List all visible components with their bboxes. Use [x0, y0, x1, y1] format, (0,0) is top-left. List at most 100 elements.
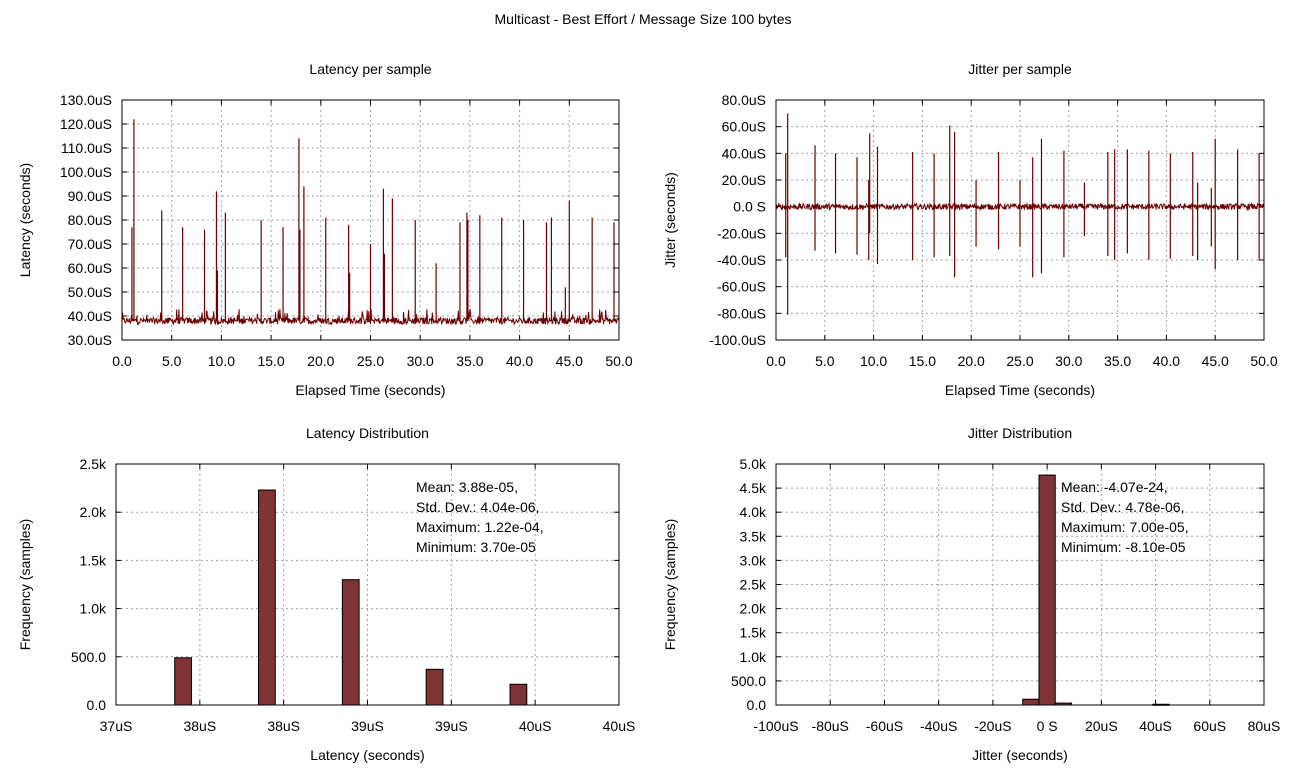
jitter_per_sample-panel [775, 99, 1265, 341]
y-tick-label: 0.0 S [733, 199, 766, 215]
x-tick-label: 35.0 [456, 353, 483, 369]
y-tick-label: 120.0uS [60, 116, 112, 132]
x-tick-label: 0 S [1037, 718, 1058, 734]
y-tick-label: -100.0uS [709, 332, 766, 348]
histogram-bar [1038, 474, 1056, 706]
x-tick-label: 35.0 [1104, 353, 1131, 369]
histogram-bar [174, 657, 192, 706]
y-tick-label: 50.0uS [68, 284, 112, 300]
x-tick-label: 45.0 [1202, 353, 1229, 369]
x-tick-label: 5.0 [162, 353, 182, 369]
stats-line: Std. Dev.: 4.78e-06, [1061, 499, 1184, 515]
histogram-bar [341, 579, 360, 706]
y-tick-label: 60.0uS [68, 260, 112, 276]
chart-title: Latency Distribution [306, 425, 429, 441]
y-tick-label: 80.0uS [68, 212, 112, 228]
x-tick-label: 37uS [100, 718, 133, 734]
histogram-bar [1022, 698, 1040, 706]
x-axis-label: Elapsed Time (seconds) [295, 382, 445, 398]
x-tick-label: 15.0 [257, 353, 284, 369]
y-tick-label: 40.0uS [722, 145, 766, 161]
x-tick-label: 60uS [1193, 718, 1226, 734]
x-tick-label: 39uS [435, 718, 468, 734]
y-tick-label: 60.0uS [722, 119, 766, 135]
histogram-bar [258, 489, 276, 706]
y-tick-label: 110.0uS [61, 140, 112, 156]
x-tick-label: 25.0 [357, 353, 384, 369]
y-tick-label: -80.0uS [717, 305, 766, 321]
x-tick-label: 40uS [519, 718, 552, 734]
y-tick-label: 4.5k [740, 480, 767, 496]
x-tick-label: -60uS [866, 718, 903, 734]
x-tick-label: 30.0 [407, 353, 434, 369]
y-tick-label: 0.0 [87, 697, 107, 713]
y-tick-label: 130.0uS [60, 92, 112, 108]
y-tick-label: 20.0uS [722, 172, 766, 188]
plot-frame [775, 463, 1265, 706]
y-axis-label: Jitter (seconds) [662, 172, 678, 268]
x-tick-label: 5.0 [815, 353, 835, 369]
y-tick-label: -40.0uS [717, 252, 766, 268]
stats-line: Minimum: -8.10e-05 [1061, 539, 1186, 555]
page-title: Multicast - Best Effort / Message Size 1… [495, 11, 792, 27]
histogram-bar [425, 668, 444, 706]
x-tick-label: -100uS [753, 718, 798, 734]
plot-frame [775, 99, 1265, 341]
x-tick-label: 40.0 [506, 353, 533, 369]
x-tick-label: 15.0 [909, 353, 936, 369]
y-tick-label: 80.0uS [722, 92, 766, 108]
x-axis-label: Jitter (seconds) [972, 747, 1068, 763]
y-tick-label: 1.0k [80, 601, 107, 617]
x-tick-label: 45.0 [556, 353, 583, 369]
chart-title: Latency per sample [309, 61, 431, 77]
y-tick-label: -60.0uS [717, 279, 766, 295]
x-tick-label: 0.0 [766, 353, 786, 369]
y-tick-label: 3.0k [740, 552, 767, 568]
x-tick-label: -20uS [974, 718, 1011, 734]
x-tick-label: 38uS [267, 718, 300, 734]
y-tick-label: 1.5k [740, 625, 767, 641]
y-axis-label: Frequency (samples) [17, 519, 33, 651]
x-tick-label: 10.0 [860, 353, 887, 369]
plot-frame [121, 99, 620, 341]
x-tick-label: 20uS [1085, 718, 1118, 734]
y-tick-label: 2.0k [80, 504, 107, 520]
y-tick-label: -20.0uS [717, 225, 766, 241]
x-tick-label: 38uS [183, 718, 216, 734]
y-tick-label: 2.0k [740, 601, 767, 617]
y-tick-label: 40.0uS [68, 308, 112, 324]
x-tick-label: -80uS [812, 718, 849, 734]
x-tick-label: 40uS [1139, 718, 1172, 734]
x-tick-label: 25.0 [1006, 353, 1033, 369]
stats-line: Mean: -4.07e-24, [1061, 479, 1168, 495]
x-tick-label: 50.0 [605, 353, 632, 369]
x-tick-label: 40.0 [1153, 353, 1180, 369]
y-axis-label: Latency (seconds) [17, 163, 33, 277]
y-tick-label: 100.0uS [60, 164, 112, 180]
x-axis-label: Elapsed Time (seconds) [945, 382, 1095, 398]
jitter_distribution-panel [775, 463, 1265, 706]
y-tick-label: 500.0 [731, 673, 766, 689]
chart-title: Jitter per sample [968, 61, 1072, 77]
x-tick-label: 40uS [603, 718, 636, 734]
x-tick-label: 20.0 [958, 353, 985, 369]
y-tick-label: 3.5k [740, 528, 767, 544]
stats-line: Std. Dev.: 4.04e-06, [416, 499, 539, 515]
y-tick-label: 4.0k [740, 504, 767, 520]
y-tick-label: 30.0uS [68, 332, 112, 348]
y-tick-label: 70.0uS [68, 236, 112, 252]
stats-line: Maximum: 7.00e-05, [1061, 519, 1189, 535]
y-tick-label: 1.0k [740, 649, 767, 665]
latency_distribution-panel [115, 463, 620, 706]
histogram-bar [509, 683, 528, 706]
y-tick-label: 2.5k [80, 456, 107, 472]
stats-line: Maximum: 1.22e-04, [416, 519, 544, 535]
y-axis-label: Frequency (samples) [662, 519, 678, 651]
x-tick-label: 10.0 [208, 353, 235, 369]
chart-title: Jitter Distribution [968, 425, 1072, 441]
stats-line: Mean: 3.88e-05, [416, 479, 518, 495]
stats-line: Minimum: 3.70e-05 [416, 539, 536, 555]
x-tick-label: 0.0 [112, 353, 132, 369]
y-tick-label: 500.0 [71, 649, 106, 665]
